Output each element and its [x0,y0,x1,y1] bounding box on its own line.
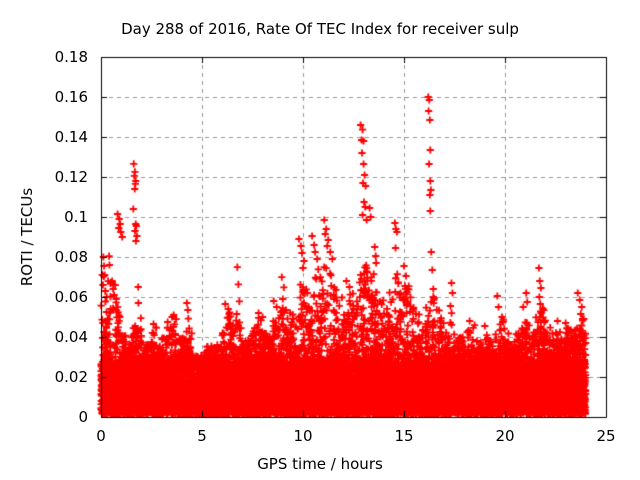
y-tick-label: 0.12 [54,168,88,186]
x-axis-label: GPS time / hours [257,455,383,473]
y-axis-label: ROTI / TECUs [18,187,36,287]
x-tick-label: 10 [293,427,313,445]
y-tick-label: 0.14 [54,128,88,146]
y-tick-label: 0.16 [54,88,88,106]
chart-title: Day 288 of 2016, Rate Of TEC Index for r… [121,20,519,38]
y-tick-label: 0.18 [54,48,88,66]
y-tick-label: 0.06 [54,288,88,306]
x-tick-label: 15 [394,427,414,445]
y-tick-label: 0 [78,408,88,426]
y-tick-label: 0.08 [54,248,88,266]
y-tick-label: 0.1 [64,208,88,226]
y-tick-label: 0.02 [54,368,88,386]
x-tick-label: 0 [96,427,106,445]
y-tick-label: 0.04 [54,328,88,346]
x-tick-label: 5 [197,427,207,445]
x-tick-label: 20 [495,427,515,445]
x-tick-label: 25 [596,427,616,445]
